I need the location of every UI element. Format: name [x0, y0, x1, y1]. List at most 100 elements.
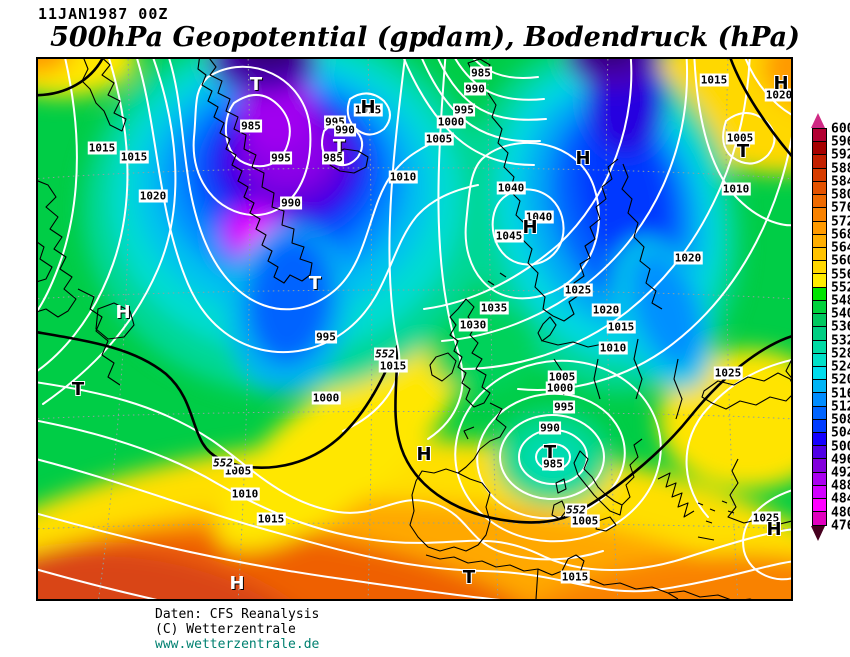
- colorbar-tick-label: 500: [831, 439, 850, 455]
- colorbar-band: [813, 287, 826, 301]
- colorbar-band: [813, 181, 826, 196]
- colorbar-band: [813, 406, 826, 420]
- isobar-label: 1015: [87, 141, 117, 155]
- high-pressure-marker: H: [416, 444, 432, 465]
- isobars: [38, 59, 791, 599]
- colorbar-tick-label: 540: [831, 306, 850, 322]
- colorbar-band: [813, 512, 826, 525]
- colorbar-band: [813, 168, 826, 182]
- isobar-label: 1040: [496, 181, 526, 195]
- high-pressure-marker: H: [115, 302, 131, 323]
- isobar-label: 1020: [764, 88, 793, 102]
- colorbar-tick-label: 516: [831, 386, 850, 402]
- colorbar-tick-label: 488: [831, 478, 850, 494]
- colorbar-tick-label: 484: [831, 491, 850, 507]
- colorbar-band: [813, 155, 826, 169]
- isobar-label: 995: [453, 103, 475, 117]
- isobar-label: 995: [315, 330, 337, 344]
- colorbar-band: [813, 380, 826, 394]
- colorbar-band: [813, 419, 826, 434]
- colorbar-band: [813, 459, 826, 473]
- isobar-label: 995: [553, 400, 575, 414]
- colorbar-tick-label: 568: [831, 227, 850, 243]
- colorbar-band: [813, 208, 826, 222]
- isobar-label: 990: [280, 196, 302, 210]
- colorbar-arrow-up: [811, 113, 825, 128]
- isobar-label: 995: [270, 151, 292, 165]
- page-title: 500hPa Geopotential (gpdam), Bodendruck …: [50, 22, 800, 53]
- colorbar-band: [813, 142, 826, 156]
- colorbar-band: [813, 393, 826, 407]
- colorbar-tick-label: 564: [831, 240, 850, 256]
- geopotential-contour-label: 552: [212, 456, 234, 470]
- credit-data-source: Daten: CFS Reanalysis: [155, 607, 320, 622]
- colorbar-band: [813, 314, 826, 328]
- isobar-label: 1020: [591, 303, 621, 317]
- credit-website: www.wetterzentrale.de: [155, 637, 320, 652]
- geopotential-contour-label: 552: [565, 503, 587, 517]
- colorbar-tick-label: 512: [831, 399, 850, 415]
- map-label-layer: 985 1015 1015 1020 995 990 995 990 985 1015 1010 98…: [38, 59, 791, 599]
- high-pressure-marker: H: [773, 73, 789, 94]
- high-pressure-marker: H: [229, 573, 245, 594]
- colorbar-band: [813, 247, 826, 262]
- colorbar-tick-label: 528: [831, 346, 850, 362]
- colorbar-tick-label: 496: [831, 452, 850, 468]
- map-canvas: [38, 59, 791, 599]
- isobar-label: 1015: [560, 570, 590, 584]
- colorbar-tick-label: 532: [831, 333, 850, 349]
- isobar-label: 990: [334, 123, 356, 137]
- colorbar-tick-label: 576: [831, 200, 850, 216]
- low-pressure-marker: T: [308, 273, 322, 294]
- colorbar-tick-label: 560: [831, 253, 850, 269]
- isobar-label: 1010: [598, 341, 628, 355]
- low-pressure-marker: T: [543, 442, 557, 463]
- isobar-label: 985: [470, 66, 492, 80]
- map-credits: Daten: CFS Reanalysis (C) Wetterzentrale…: [155, 607, 319, 652]
- colorbar-band: [813, 327, 826, 341]
- isobar-label: 1015: [256, 512, 286, 526]
- geopotential-contour-label: 552: [374, 347, 396, 361]
- isobar-label: 1025: [751, 511, 781, 525]
- isobar-label: 1000: [311, 391, 341, 405]
- low-pressure-marker: T: [332, 136, 346, 157]
- isobar-label: 1015: [378, 359, 408, 373]
- colorbar-tick-label: 596: [831, 134, 850, 150]
- isobar-label: 1005: [547, 370, 577, 384]
- isobar-label: 1020: [673, 251, 703, 265]
- isobar-label: 1015: [606, 320, 636, 334]
- isobar-label: 1000: [545, 381, 575, 395]
- colorbar-band: [813, 300, 826, 315]
- colorbar-band: [813, 499, 826, 513]
- isobar-label: 1030: [458, 318, 488, 332]
- colorbar-band: [813, 353, 826, 367]
- colorbar-tick-label: 476: [831, 518, 850, 534]
- colorbar-tick-label: 556: [831, 267, 850, 283]
- colorbar-band: [813, 129, 826, 143]
- colorbar-tick-label: 480: [831, 505, 850, 521]
- colorbar-tick-label: 600: [831, 121, 850, 137]
- isobar-label: 1025: [713, 366, 743, 380]
- colorbar-band: [813, 446, 826, 460]
- isobar-label: 1015: [699, 73, 729, 87]
- map-datetime: 11JAN1987 00Z: [38, 5, 169, 23]
- contour-552: [38, 59, 791, 524]
- colorbar-tick-label: 580: [831, 187, 850, 203]
- isobar-label: 985: [542, 457, 564, 471]
- isobar-label: 1010: [230, 487, 260, 501]
- high-pressure-marker: H: [575, 148, 591, 169]
- isobar-label: 1045: [494, 229, 524, 243]
- colorbar-band: [813, 485, 826, 500]
- isobar-label: 1010: [721, 182, 751, 196]
- colorbar-tick-label: 520: [831, 372, 850, 388]
- colorbar-tick-label: 584: [831, 174, 850, 190]
- colorbar-tick-label: 536: [831, 319, 850, 335]
- high-pressure-marker: H: [522, 217, 538, 238]
- colorbar-band: [813, 366, 826, 381]
- synoptic-map: 985 1015 1015 1020 995 990 995 990 985 1015 1010 98…: [36, 57, 793, 601]
- colorbar-band: [813, 340, 826, 354]
- isobar-label: 1000: [436, 115, 466, 129]
- colorbar-legend: 6005965925885845805765725685645605565525…: [810, 112, 850, 557]
- credit-copyright: (C) Wetterzentrale: [155, 622, 296, 637]
- isobar-label: 985: [240, 119, 262, 133]
